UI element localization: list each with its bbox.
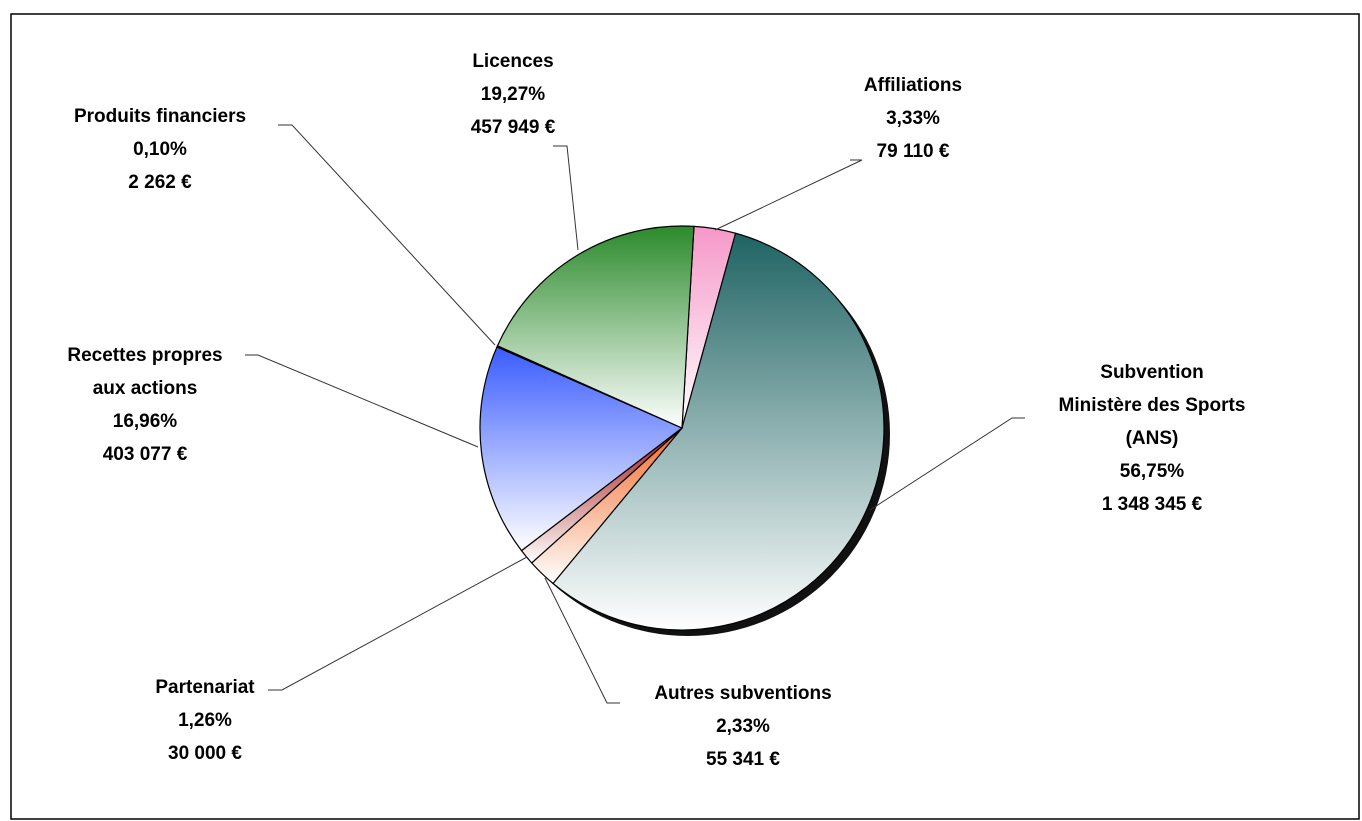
label-line: Subvention <box>1100 362 1203 383</box>
slice-label: Affiliations <box>864 75 962 96</box>
label-line: (ANS) <box>1126 428 1179 449</box>
label-line: Produits financiers <box>74 106 246 127</box>
leader-line <box>869 417 1025 511</box>
amount-label: 1 348 345 € <box>1102 494 1203 515</box>
leader-line <box>278 124 496 346</box>
slice-label: Partenariat <box>155 677 255 698</box>
percent-label: 1,26% <box>178 710 232 731</box>
label-line: Partenariat <box>155 677 255 698</box>
label-line: Licences <box>472 51 553 72</box>
percent-label: 2,33% <box>716 716 770 737</box>
amount-label: 2 262 € <box>128 172 192 193</box>
percent-label: 0,10% <box>133 139 187 160</box>
amount-label: 457 949 € <box>471 117 556 138</box>
leader-line <box>714 159 863 231</box>
label-line: Affiliations <box>864 75 962 96</box>
amount-label: 403 077 € <box>103 444 188 465</box>
leader-line <box>268 556 528 691</box>
pie-slice <box>552 232 885 631</box>
leader-line <box>553 145 579 251</box>
percent-label: 3,33% <box>886 108 940 129</box>
slice-label: Autres subventions <box>654 683 831 704</box>
pie-slice <box>479 346 684 552</box>
slice-label: Subvention Ministère des Sports (ANS) <box>1059 362 1246 449</box>
slice-label: Produits financiers <box>74 106 246 127</box>
leader-line <box>544 577 620 704</box>
slice-label: Licences <box>472 51 553 72</box>
amount-label: 79 110 € <box>877 141 950 162</box>
amount-label: 30 000 € <box>168 743 242 764</box>
pie-slice <box>496 225 695 429</box>
label-line: Recettes propres <box>67 345 222 366</box>
leader-line <box>245 354 479 448</box>
slice-label: Recettes propres aux actions <box>67 345 222 399</box>
label-line: Ministère des Sports <box>1059 395 1246 416</box>
percent-label: 56,75% <box>1120 461 1185 482</box>
percent-label: 19,27% <box>481 84 546 105</box>
label-line: aux actions <box>93 378 198 399</box>
percent-label: 16,96% <box>113 411 178 432</box>
label-line: Autres subventions <box>654 683 831 704</box>
amount-label: 55 341 € <box>706 749 780 770</box>
